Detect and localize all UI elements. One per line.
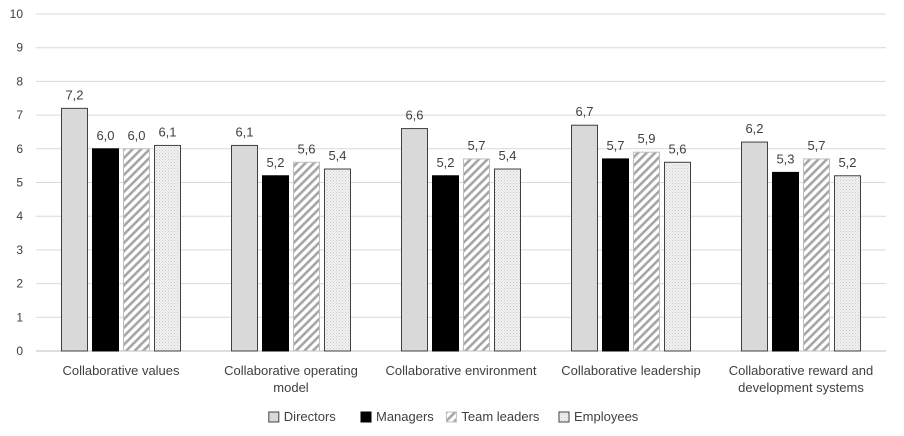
y-tick-label: 4 — [16, 209, 23, 223]
category-label: Collaborative values — [62, 363, 180, 378]
y-tick-label: 3 — [16, 243, 23, 257]
data-label: 5,2 — [436, 155, 454, 170]
data-label: 5,4 — [498, 148, 516, 163]
data-label: 5,6 — [668, 141, 686, 156]
y-tick-label: 9 — [16, 41, 23, 55]
legend-swatch — [360, 411, 372, 423]
bar-managers — [262, 175, 289, 352]
y-tick-label: 1 — [16, 310, 23, 324]
y-tick-label: 0 — [16, 344, 23, 358]
bar-employees — [664, 161, 691, 352]
data-label: 7,2 — [65, 87, 83, 102]
category-label: Collaborative reward and development syst… — [729, 363, 874, 395]
bar-directors — [741, 141, 768, 352]
legend-label: Directors — [284, 409, 337, 424]
bar-managers — [432, 175, 459, 352]
legend-label: Managers — [376, 409, 434, 424]
data-label: 6,1 — [158, 124, 176, 139]
bar-directors — [61, 107, 88, 352]
y-tick-label: 7 — [16, 108, 23, 122]
bar-team-leaders — [123, 148, 150, 352]
bar-employees — [834, 175, 861, 352]
category-label: Collaborative environment — [385, 363, 536, 378]
bars — [61, 107, 861, 352]
bar-employees — [494, 168, 521, 352]
data-label: 5,7 — [807, 138, 825, 153]
bar-managers — [602, 158, 629, 352]
data-label: 6,2 — [745, 121, 763, 136]
data-label: 5,3 — [776, 151, 794, 166]
legend-label: Team leaders — [461, 409, 540, 424]
data-label: 5,7 — [467, 138, 485, 153]
bar-managers — [772, 171, 799, 352]
legend-label: Employees — [574, 409, 639, 424]
legend-swatch — [268, 411, 280, 423]
legend-swatch — [558, 411, 570, 423]
data-label: 5,6 — [297, 141, 315, 156]
legend: Directors Managers Team leaders Employees — [268, 409, 639, 424]
y-tick-label: 2 — [16, 277, 23, 291]
bar-employees — [324, 168, 351, 352]
data-label: 5,2 — [266, 155, 284, 170]
data-label: 6,7 — [575, 104, 593, 119]
x-axis-category-labels: Collaborative values Collaborative operat… — [62, 363, 873, 395]
y-tick-label: 10 — [10, 7, 24, 21]
data-label: 6,1 — [235, 124, 253, 139]
data-label: 5,2 — [838, 155, 856, 170]
data-label: 5,4 — [328, 148, 346, 163]
y-tick-label: 8 — [16, 74, 23, 88]
bar-team-leaders — [633, 151, 660, 352]
category-label: Collaborative operating model — [224, 363, 358, 395]
data-label: 5,7 — [606, 138, 624, 153]
bar-managers — [92, 148, 119, 352]
bar-directors — [571, 124, 598, 352]
data-label: 5,9 — [637, 131, 655, 146]
data-label: 6,0 — [96, 128, 114, 143]
bar-team-leaders — [293, 161, 320, 352]
bar-directors — [231, 144, 258, 352]
data-label: 6,0 — [127, 128, 145, 143]
bar-directors — [401, 128, 428, 352]
bar-employees — [154, 144, 181, 352]
category-label: Collaborative leadership — [561, 363, 700, 378]
bar-team-leaders — [463, 158, 490, 352]
y-axis-tick-labels: 0 1 2 3 4 5 6 7 8 9 10 — [10, 7, 24, 358]
y-tick-label: 5 — [16, 176, 23, 190]
legend-item-employees: Employees — [558, 409, 639, 424]
legend-swatch — [445, 411, 457, 423]
legend-item-managers: Managers — [360, 409, 434, 424]
bar-team-leaders — [803, 158, 830, 352]
data-labels: 7,2 6,1 6,6 6,7 6,2 6,0 5,2 5,2 5,7 5,3 6,0 5,6 5,7 5… — [65, 87, 856, 169]
data-label: 6,6 — [405, 108, 423, 123]
y-tick-label: 6 — [16, 142, 23, 156]
legend-item-team-leaders: Team leaders — [445, 409, 540, 424]
legend-item-directors: Directors — [268, 409, 337, 424]
